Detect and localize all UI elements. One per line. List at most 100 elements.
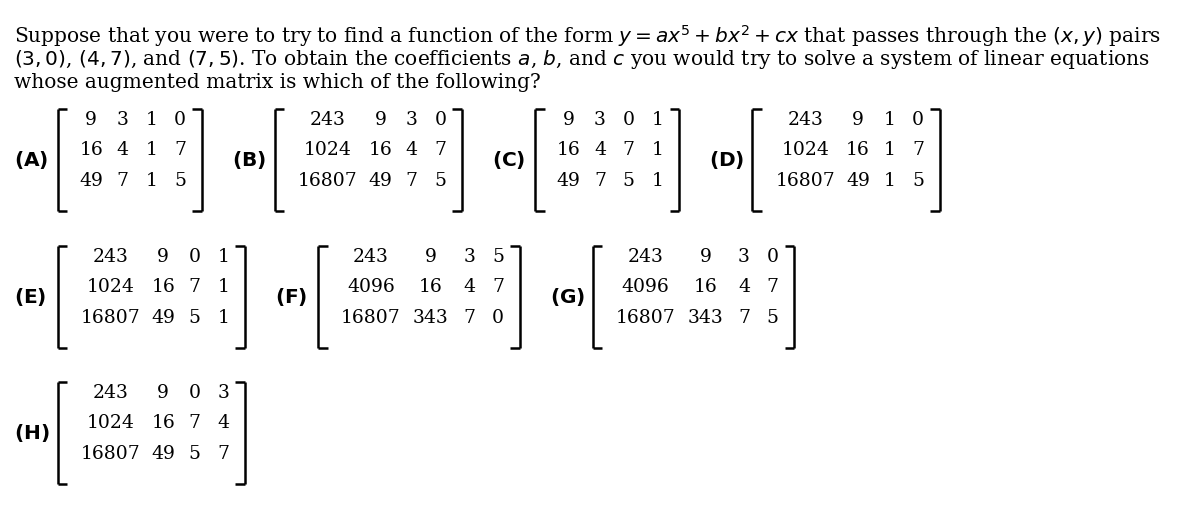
Text: 9: 9 [852, 111, 864, 129]
Text: $\bf{(D)}$: $\bf{(D)}$ [709, 149, 745, 171]
Text: 1: 1 [217, 309, 229, 327]
Text: 3: 3 [406, 111, 418, 129]
Text: 1: 1 [883, 111, 895, 129]
Text: 0: 0 [767, 248, 779, 266]
Text: 16: 16 [694, 278, 718, 297]
Text: 49: 49 [151, 309, 175, 327]
Text: 243: 243 [310, 111, 346, 129]
Text: 16807: 16807 [775, 172, 835, 190]
Text: 49: 49 [79, 172, 103, 190]
Text: 9: 9 [374, 111, 386, 129]
Text: 7: 7 [116, 172, 128, 190]
Text: 0: 0 [188, 384, 200, 402]
Text: 49: 49 [151, 444, 175, 463]
Text: 4: 4 [406, 141, 418, 160]
Text: 243: 243 [787, 111, 823, 129]
Text: 16: 16 [368, 141, 392, 160]
Text: 9: 9 [157, 384, 169, 402]
Text: 9: 9 [85, 111, 97, 129]
Text: 0: 0 [623, 111, 635, 129]
Text: 16807: 16807 [341, 309, 401, 327]
Text: 5: 5 [174, 172, 186, 190]
Text: 1024: 1024 [781, 141, 829, 160]
Text: 3: 3 [116, 111, 128, 129]
Text: 49: 49 [557, 172, 581, 190]
Text: 7: 7 [623, 141, 635, 160]
Text: 1: 1 [883, 141, 895, 160]
Text: 343: 343 [688, 309, 724, 327]
Text: 3: 3 [594, 111, 606, 129]
Text: 4: 4 [738, 278, 750, 297]
Text: $\bf{(F)}$: $\bf{(F)}$ [275, 286, 307, 308]
Text: 4: 4 [463, 278, 475, 297]
Text: 4096: 4096 [347, 278, 395, 297]
Text: 16807: 16807 [298, 172, 358, 190]
Text: 4096: 4096 [622, 278, 670, 297]
Text: 243: 243 [92, 384, 128, 402]
Text: 16: 16 [79, 141, 103, 160]
Text: 0: 0 [912, 111, 924, 129]
Text: 1: 1 [652, 172, 664, 190]
Text: 0: 0 [188, 248, 200, 266]
Text: 7: 7 [217, 444, 229, 463]
Text: 243: 243 [353, 248, 389, 266]
Text: 7: 7 [912, 141, 924, 160]
Text: whose augmented matrix is which of the following?: whose augmented matrix is which of the f… [14, 73, 541, 91]
Text: Suppose that you were to try to find a function of the form $y = ax^5 + bx^2 + c: Suppose that you were to try to find a f… [14, 23, 1162, 49]
Text: 1: 1 [652, 111, 664, 129]
Text: 7: 7 [767, 278, 779, 297]
Text: 1: 1 [145, 172, 157, 190]
Text: $(3, 0)$, $(4, 7)$, and $(7, 5)$. To obtain the coefficients $a$, $b$, and $c$ y: $(3, 0)$, $(4, 7)$, and $(7, 5)$. To obt… [14, 48, 1151, 71]
Text: 16: 16 [419, 278, 443, 297]
Text: 5: 5 [623, 172, 635, 190]
Text: $\bf{(G)}$: $\bf{(G)}$ [550, 286, 584, 308]
Text: 1: 1 [145, 111, 157, 129]
Text: 7: 7 [738, 309, 750, 327]
Text: $\bf{(B)}$: $\bf{(B)}$ [232, 149, 265, 171]
Text: 7: 7 [594, 172, 606, 190]
Text: 7: 7 [188, 278, 200, 297]
Text: 16: 16 [846, 141, 870, 160]
Text: $\bf{(A)}$: $\bf{(A)}$ [14, 149, 49, 171]
Text: 7: 7 [188, 414, 200, 432]
Text: 5: 5 [188, 309, 200, 327]
Text: 0: 0 [174, 111, 186, 129]
Text: 3: 3 [738, 248, 750, 266]
Text: 7: 7 [174, 141, 186, 160]
Text: 7: 7 [406, 172, 418, 190]
Text: 16: 16 [557, 141, 581, 160]
Text: 4: 4 [217, 414, 229, 432]
Text: 243: 243 [628, 248, 664, 266]
Text: 7: 7 [434, 141, 446, 160]
Text: 5: 5 [912, 172, 924, 190]
Text: 1024: 1024 [86, 414, 134, 432]
Text: 9: 9 [425, 248, 437, 266]
Text: 9: 9 [157, 248, 169, 266]
Text: 16807: 16807 [80, 309, 140, 327]
Text: 5: 5 [188, 444, 200, 463]
Text: 243: 243 [92, 248, 128, 266]
Text: 343: 343 [413, 309, 449, 327]
Text: 3: 3 [217, 384, 229, 402]
Text: 0: 0 [434, 111, 446, 129]
Text: 4: 4 [594, 141, 606, 160]
Text: 16: 16 [151, 278, 175, 297]
Text: $\bf{(C)}$: $\bf{(C)}$ [492, 149, 526, 171]
Text: 16807: 16807 [80, 444, 140, 463]
Text: 1: 1 [217, 278, 229, 297]
Text: $\bf{(E)}$: $\bf{(E)}$ [14, 286, 47, 308]
Text: 16: 16 [151, 414, 175, 432]
Text: 9: 9 [700, 248, 712, 266]
Text: 9: 9 [563, 111, 575, 129]
Text: 7: 7 [463, 309, 475, 327]
Text: $\bf{(H)}$: $\bf{(H)}$ [14, 422, 50, 444]
Text: 49: 49 [368, 172, 392, 190]
Text: 1: 1 [145, 141, 157, 160]
Text: 1024: 1024 [304, 141, 352, 160]
Text: 1: 1 [217, 248, 229, 266]
Text: 1: 1 [883, 172, 895, 190]
Text: 5: 5 [434, 172, 446, 190]
Text: 1: 1 [652, 141, 664, 160]
Text: 1024: 1024 [86, 278, 134, 297]
Text: 3: 3 [463, 248, 475, 266]
